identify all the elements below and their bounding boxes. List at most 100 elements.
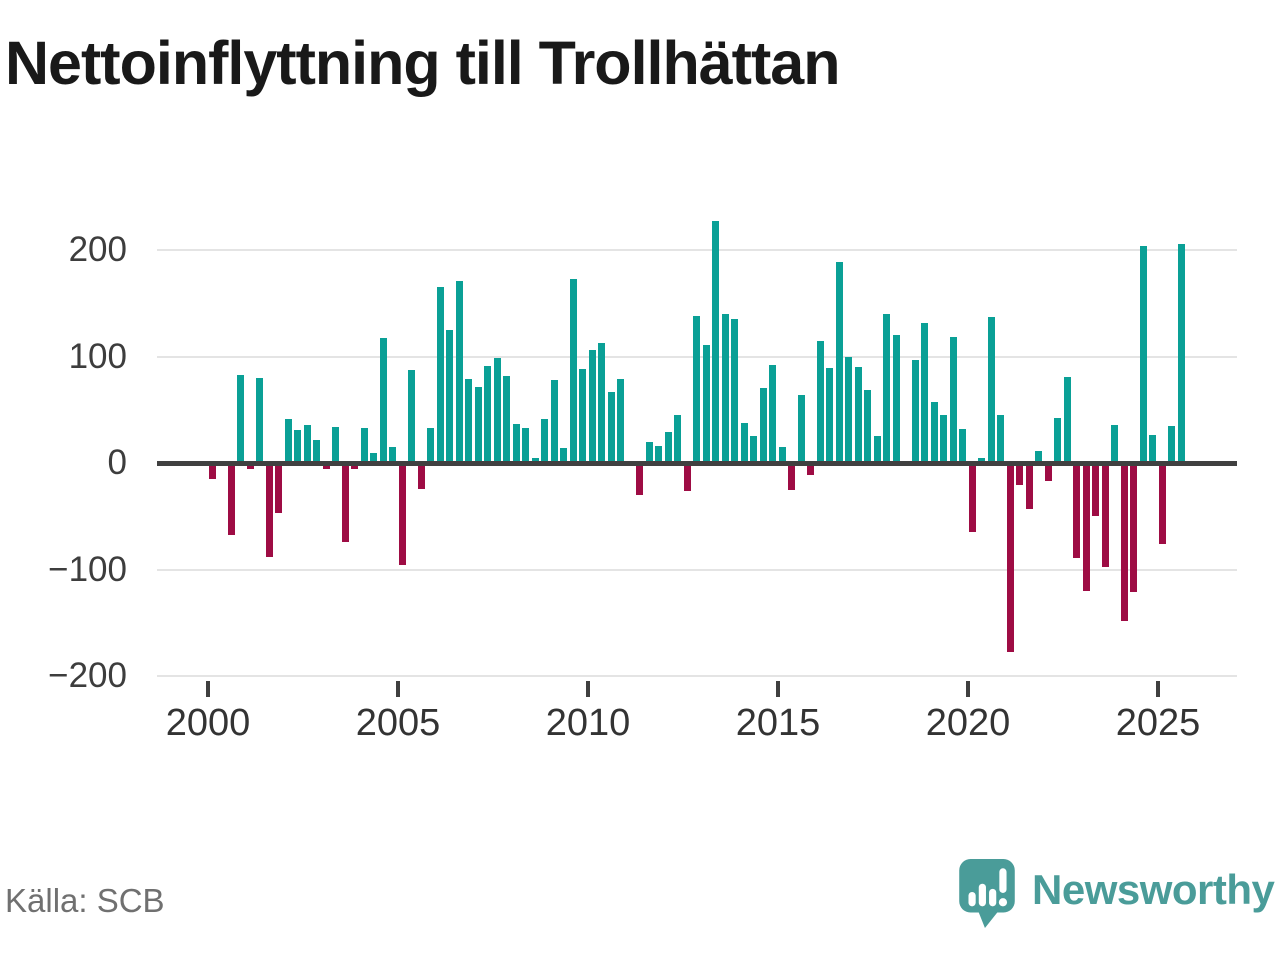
bar-2021-Q1 xyxy=(1006,463,1014,652)
bar-2016-Q1 xyxy=(816,340,824,463)
bar-2017-Q3 xyxy=(873,436,881,463)
bar-2016-Q4 xyxy=(845,356,852,463)
bar-2024-Q2 xyxy=(1130,463,1137,592)
bar-2009-Q1 xyxy=(550,379,558,463)
bar-2009-Q3 xyxy=(569,278,577,463)
bar-2024-Q1 xyxy=(1120,463,1128,621)
bar-2001-Q2 xyxy=(256,377,263,463)
bar-2021-Q4 xyxy=(1035,451,1042,463)
bar-2008-Q4 xyxy=(541,419,548,463)
bar-2009-Q2 xyxy=(560,448,567,463)
y-axis-label: −200 xyxy=(48,656,127,695)
bar-2018-Q1 xyxy=(892,335,900,463)
bar-2001-Q3 xyxy=(265,463,273,557)
bar-2006-Q2 xyxy=(446,329,453,463)
gridline-200 xyxy=(157,249,1237,251)
bar-2002-Q4 xyxy=(313,439,320,463)
bar-2001-Q1 xyxy=(246,463,254,470)
x-axis-tick xyxy=(396,681,400,697)
bar-2011-Q2 xyxy=(636,463,643,495)
bar-2000-Q4 xyxy=(237,374,244,463)
bar-2006-Q4 xyxy=(465,378,472,463)
bar-2022-Q3 xyxy=(1063,376,1071,463)
bar-2007-Q2 xyxy=(484,366,491,463)
bar-2008-Q1 xyxy=(512,423,520,463)
bar-2000-Q1 xyxy=(208,463,216,479)
bar-2025-Q1 xyxy=(1158,463,1166,544)
bar-2010-Q2 xyxy=(598,342,605,463)
bar-2011-Q4 xyxy=(655,445,662,463)
x-axis-tick xyxy=(586,681,590,697)
gridline-−100 xyxy=(157,568,1237,571)
bar-2017-Q4 xyxy=(883,313,890,463)
bar-2014-Q4 xyxy=(769,365,776,463)
bar-2005-Q4 xyxy=(427,427,434,463)
bar-2020-Q1 xyxy=(968,463,976,533)
bar-2003-Q3 xyxy=(341,463,349,542)
x-axis-tick xyxy=(966,681,970,697)
bar-2010-Q3 xyxy=(607,391,615,463)
bar-2023-Q3 xyxy=(1101,463,1109,568)
y-axis-label: 200 xyxy=(68,230,127,269)
bar-2009-Q4 xyxy=(579,369,586,463)
bar-2015-Q1 xyxy=(778,447,786,463)
bar-2008-Q2 xyxy=(522,427,529,463)
gridline-−200 xyxy=(157,675,1237,677)
bar-2015-Q2 xyxy=(788,463,795,490)
bar-2015-Q3 xyxy=(797,394,805,463)
newsworthy-wordmark: Newsworthy xyxy=(1032,866,1275,913)
bar-2003-Q4 xyxy=(351,463,358,470)
bar-2004-Q1 xyxy=(360,427,368,463)
zero-axis-line xyxy=(157,460,1237,466)
bar-2013-Q1 xyxy=(702,344,710,463)
bar-2023-Q1 xyxy=(1082,463,1090,591)
x-axis-tick xyxy=(206,681,210,697)
bar-2010-Q4 xyxy=(617,378,624,463)
bar-2020-Q2 xyxy=(978,457,985,463)
bar-2008-Q3 xyxy=(531,457,539,463)
bar-2016-Q2 xyxy=(826,368,833,463)
bar-2019-Q2 xyxy=(940,415,947,463)
bar-2003-Q2 xyxy=(332,426,339,463)
bar-2005-Q2 xyxy=(408,370,415,463)
y-axis-label: 0 xyxy=(107,443,127,482)
bar-2013-Q2 xyxy=(712,221,719,463)
bar-2018-Q4 xyxy=(921,323,928,463)
bar-2025-Q2 xyxy=(1168,425,1175,463)
bar-2004-Q2 xyxy=(370,453,377,463)
bar-2022-Q2 xyxy=(1054,418,1061,463)
bar-2007-Q4 xyxy=(503,375,510,463)
page-title: Nettoinflyttning till Trollhättan xyxy=(5,29,840,97)
bar-2024-Q4 xyxy=(1149,435,1156,463)
bar-2005-Q3 xyxy=(417,463,425,489)
bar-2002-Q3 xyxy=(303,424,311,463)
x-axis-label: 2005 xyxy=(355,702,441,744)
source-caption: Källa: SCB xyxy=(5,882,165,919)
bar-2021-Q3 xyxy=(1025,463,1033,509)
bar-2006-Q1 xyxy=(436,287,444,463)
x-axis-label: 2000 xyxy=(165,702,251,744)
x-axis-label: 2025 xyxy=(1115,702,1201,744)
y-axis-label: −100 xyxy=(48,549,127,589)
bar-2012-Q3 xyxy=(683,463,691,491)
bar-2019-Q3 xyxy=(949,337,957,463)
bar-2017-Q2 xyxy=(864,389,871,463)
y-axis-label: 100 xyxy=(68,336,127,376)
bar-2023-Q4 xyxy=(1111,424,1118,463)
bar-2003-Q1 xyxy=(322,463,330,470)
bar-2013-Q4 xyxy=(731,319,738,463)
bar-2022-Q4 xyxy=(1073,463,1080,558)
bar-2017-Q1 xyxy=(854,367,862,463)
bar-2022-Q1 xyxy=(1044,463,1052,482)
x-axis-label: 2020 xyxy=(925,702,1011,744)
x-axis-label: 2015 xyxy=(735,702,821,744)
bar-2004-Q3 xyxy=(379,338,387,463)
bar-2000-Q3 xyxy=(227,463,235,536)
bar-2014-Q3 xyxy=(759,388,767,463)
bar-2023-Q2 xyxy=(1092,463,1099,517)
bar-2020-Q3 xyxy=(987,317,995,463)
bar-2007-Q1 xyxy=(474,387,482,463)
bar-2019-Q1 xyxy=(930,402,938,463)
bar-2016-Q3 xyxy=(835,261,843,463)
